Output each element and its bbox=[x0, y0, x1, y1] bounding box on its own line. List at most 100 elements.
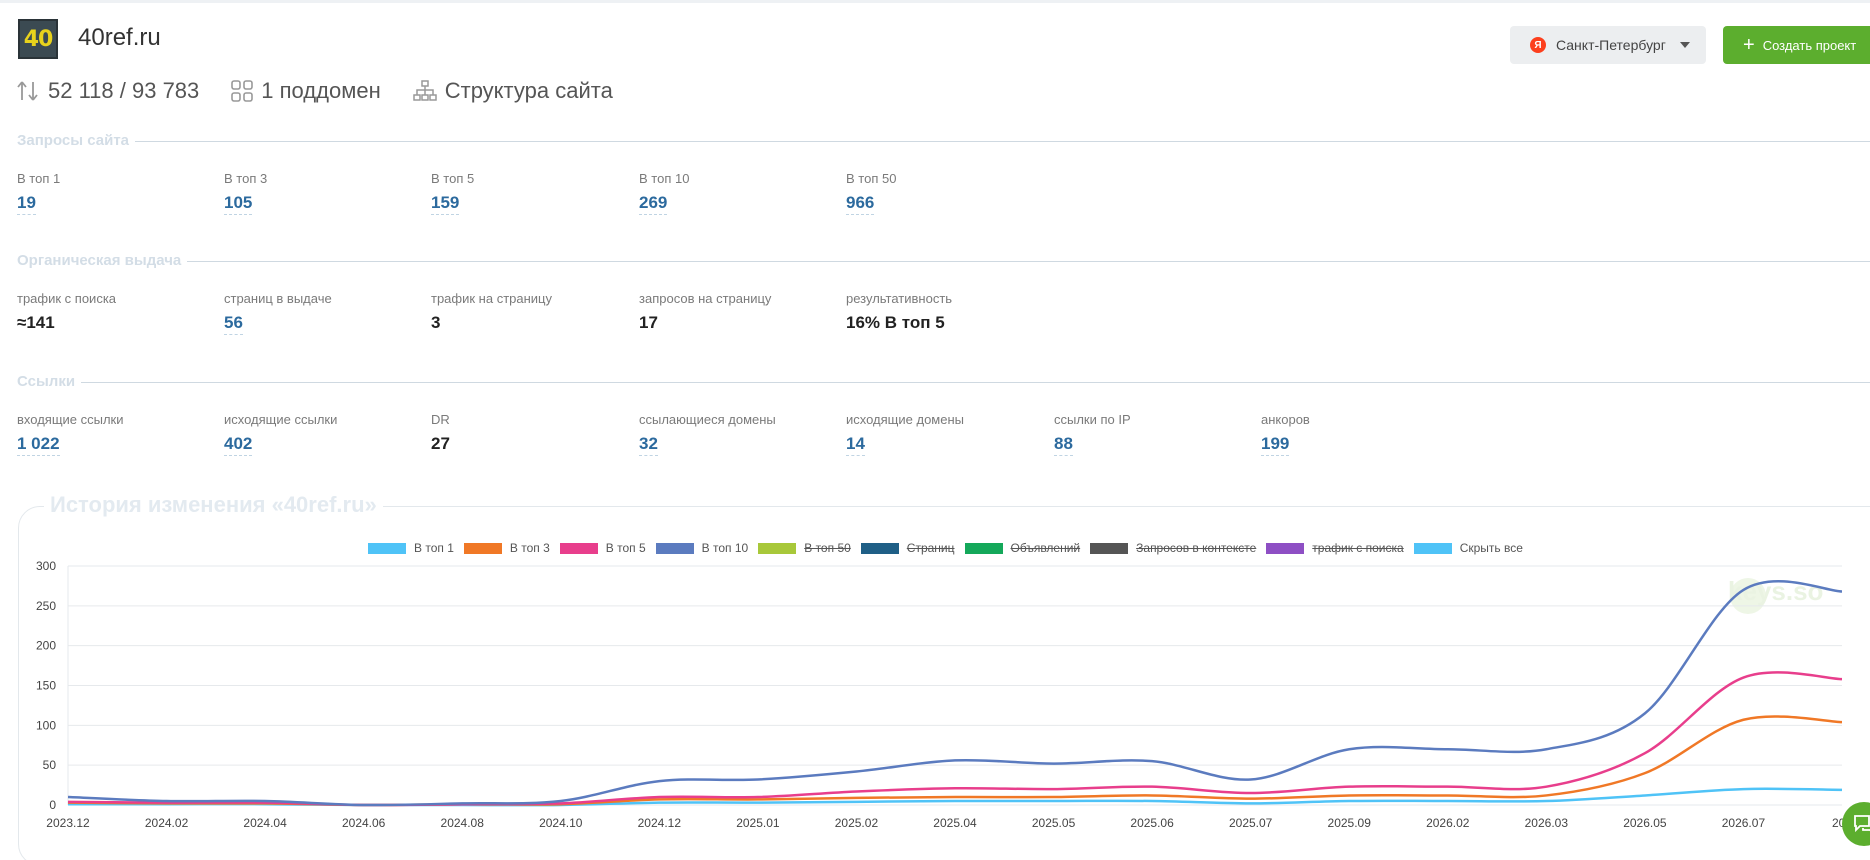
legend-item[interactable]: В топ 10 bbox=[655, 541, 749, 555]
metric-traffic-per-page: трафик на страницу 3 bbox=[431, 291, 552, 332]
legend-swatch bbox=[559, 542, 598, 554]
legend-swatch bbox=[655, 542, 694, 554]
x-tick-label: 2025.07 bbox=[1229, 816, 1273, 830]
legend-label: Запросов в контексте bbox=[1136, 541, 1257, 555]
y-tick-label: 50 bbox=[43, 758, 57, 772]
legend-item[interactable]: Скрыть все bbox=[1413, 541, 1523, 555]
section-title-organic: Органическая выдача bbox=[17, 252, 188, 269]
create-project-button[interactable]: + Создать проект bbox=[1723, 26, 1870, 64]
history-chart: 0 50 100 150 200 250 300 2023.12 2024.02 2024.04 2… bbox=[36, 559, 1852, 830]
y-tick-label: 250 bbox=[36, 599, 56, 613]
page-title: 40ref.ru bbox=[78, 24, 161, 51]
series-line bbox=[67, 671, 1843, 807]
metric-links-by-ip: ссылки по IP 88 bbox=[1054, 412, 1131, 456]
legend-label: Страниц bbox=[906, 541, 955, 555]
legend-label: В топ 5 bbox=[605, 541, 646, 555]
metric-top10: В топ 10 269 bbox=[639, 171, 689, 215]
legend-item[interactable]: Страниц bbox=[860, 541, 955, 555]
legend-label: В топ 1 bbox=[414, 541, 454, 555]
metric-pages-indexed: страниц в выдаче 56 bbox=[224, 291, 332, 335]
metric-anchors: анкоров 199 bbox=[1261, 412, 1310, 456]
y-tick-label: 150 bbox=[36, 679, 56, 693]
x-tick-label: 2025.01 bbox=[736, 816, 780, 830]
legend-item[interactable]: В топ 3 bbox=[463, 541, 550, 555]
legend-label: трафик с поиска bbox=[1312, 541, 1404, 555]
metric-top5: В топ 5 159 bbox=[431, 171, 474, 215]
metric-anchors-value[interactable]: 199 bbox=[1261, 434, 1290, 456]
legend-swatch bbox=[758, 542, 797, 554]
site-stats-row: 52 118 / 93 783 1 поддомен Структура сай… bbox=[16, 78, 645, 104]
chart-title: История изменения «40ref.ru» bbox=[44, 492, 383, 518]
chat-button[interactable] bbox=[1842, 802, 1870, 846]
legend-item[interactable]: В топ 1 bbox=[368, 541, 454, 555]
create-project-label: Создать проект bbox=[1762, 37, 1857, 53]
section-title-links: Ссылки bbox=[17, 373, 82, 390]
y-tick-label: 300 bbox=[36, 559, 56, 573]
queries-stat[interactable]: 52 118 / 93 783 bbox=[16, 78, 199, 104]
site-logo: 40 bbox=[18, 19, 58, 59]
grid-icon bbox=[231, 80, 254, 102]
x-tick-label: 2024.12 bbox=[638, 816, 682, 830]
metric-queries-per-page: запросов на страницу 17 bbox=[639, 291, 772, 332]
legend-label: В топ 10 bbox=[701, 541, 749, 555]
metric-outbound-domains-value[interactable]: 14 bbox=[846, 434, 865, 456]
legend-swatch bbox=[860, 542, 899, 554]
legend-item[interactable]: Запросов в контексте bbox=[1090, 541, 1256, 555]
metric-effectiveness: результативность 16% В топ 5 bbox=[846, 291, 953, 332]
metric-referring-domains-value[interactable]: 32 bbox=[639, 434, 658, 456]
x-tick-label: 2026.03 bbox=[1525, 816, 1569, 830]
x-tick-label: 2024.02 bbox=[145, 816, 189, 830]
legend-item[interactable]: трафик с поиска bbox=[1266, 541, 1404, 555]
x-tick-label: 2025.05 bbox=[1032, 816, 1076, 830]
metric-top3: В топ 3 105 bbox=[224, 171, 267, 215]
metric-top50: В топ 50 966 bbox=[846, 171, 896, 215]
x-tick-label: 2024.08 bbox=[441, 816, 485, 830]
metric-top3-value[interactable]: 105 bbox=[224, 193, 253, 215]
y-tick-label: 100 bbox=[36, 718, 56, 732]
legend-label: Скрыть все bbox=[1459, 541, 1523, 555]
legend-item[interactable]: В топ 50 bbox=[758, 541, 851, 555]
legend-swatch bbox=[1090, 542, 1129, 554]
legend-item[interactable]: Объявлений bbox=[964, 541, 1081, 555]
metric-queries-per-page-value: 17 bbox=[639, 313, 658, 332]
legend-swatch bbox=[1266, 542, 1305, 554]
x-tick-label: 2025.02 bbox=[835, 816, 879, 830]
metric-top5-value[interactable]: 159 bbox=[431, 193, 460, 215]
chevron-down-icon bbox=[1679, 42, 1690, 48]
legend-swatch bbox=[1413, 542, 1452, 554]
metric-top50-value[interactable]: 966 bbox=[846, 193, 875, 215]
metric-links-by-ip-value[interactable]: 88 bbox=[1054, 434, 1073, 456]
section-divider bbox=[17, 261, 1870, 262]
y-tick-label: 0 bbox=[49, 798, 56, 812]
region-select[interactable]: Я Санкт-Петербург bbox=[1510, 26, 1706, 64]
x-tick-label: 2025.06 bbox=[1130, 816, 1174, 830]
series-line bbox=[67, 580, 1843, 807]
metric-traffic-per-page-value: 3 bbox=[431, 313, 441, 332]
x-tick-label: 2026.07 bbox=[1722, 816, 1766, 830]
x-tick-label: 2024.10 bbox=[539, 816, 583, 830]
chart-panel bbox=[18, 506, 1870, 860]
subdomains-stat-value: 1 поддомен bbox=[261, 78, 381, 103]
chart-legend: В топ 1 В топ 3 В топ 5 В топ 10 В топ 50 Стр… bbox=[368, 541, 1533, 555]
section-divider bbox=[17, 382, 1870, 383]
metric-top1: В топ 1 19 bbox=[17, 171, 60, 215]
structure-link[interactable]: Структура сайта bbox=[412, 78, 613, 104]
legend-item[interactable]: В топ 5 bbox=[559, 541, 646, 555]
metric-top10-value[interactable]: 269 bbox=[639, 193, 668, 215]
legend-label: Объявлений bbox=[1010, 541, 1081, 555]
x-tick-label: 2024.06 bbox=[342, 816, 386, 830]
y-tick-label: 200 bbox=[36, 639, 56, 653]
metric-outbound-links-value[interactable]: 402 bbox=[224, 434, 253, 456]
metric-referring-domains: ссылающиеся домены 32 bbox=[639, 412, 776, 456]
x-tick-label: 2024.04 bbox=[243, 816, 287, 830]
section-divider bbox=[17, 141, 1870, 142]
x-tick-label: 2025.04 bbox=[933, 816, 977, 830]
subdomains-stat[interactable]: 1 поддомен bbox=[231, 78, 381, 104]
legend-swatch bbox=[463, 542, 502, 554]
yandex-icon: Я bbox=[1530, 37, 1546, 53]
metric-pages-indexed-value[interactable]: 56 bbox=[224, 313, 243, 335]
metric-inbound-links-value[interactable]: 1 022 bbox=[17, 434, 60, 456]
metric-effectiveness-value: 16% В топ 5 bbox=[846, 313, 945, 332]
metric-top1-value[interactable]: 19 bbox=[17, 193, 36, 215]
chat-icon bbox=[1854, 815, 1870, 833]
